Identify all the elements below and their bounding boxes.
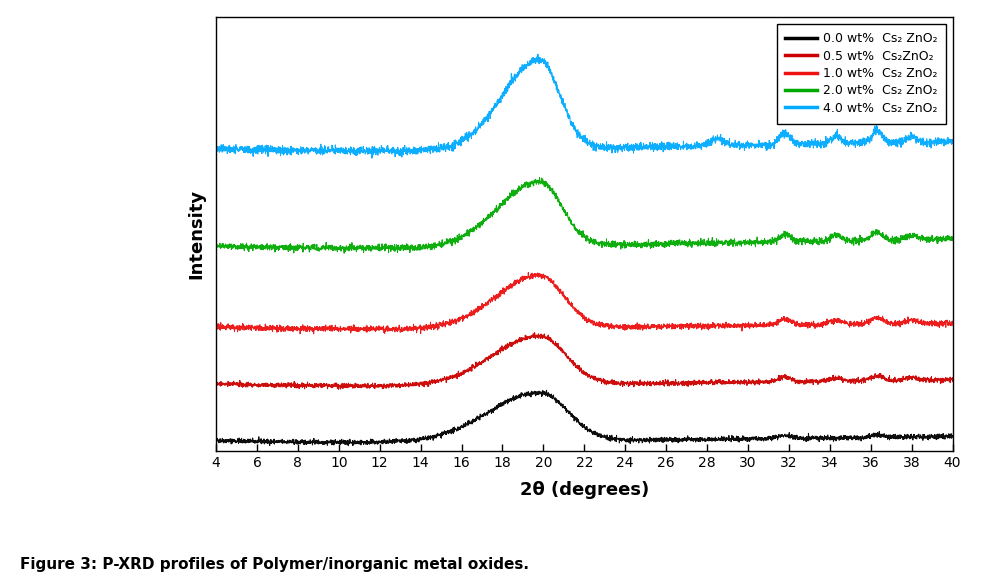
Legend: 0.0 wt%  Cs₂ ZnO₂, 0.5 wt%  Cs₂ZnO₂, 1.0 wt%  Cs₂ ZnO₂, 2.0 wt%  Cs₂ ZnO₂, 4.0 w: 0.0 wt% Cs₂ ZnO₂, 0.5 wt% Cs₂ZnO₂, 1.0 w…	[777, 24, 947, 124]
Text: Figure 3: P-XRD profiles of Polymer/inorganic metal oxides.: Figure 3: P-XRD profiles of Polymer/inor…	[20, 557, 528, 572]
X-axis label: 2θ (degrees): 2θ (degrees)	[519, 481, 649, 499]
Y-axis label: Intensity: Intensity	[187, 189, 205, 279]
